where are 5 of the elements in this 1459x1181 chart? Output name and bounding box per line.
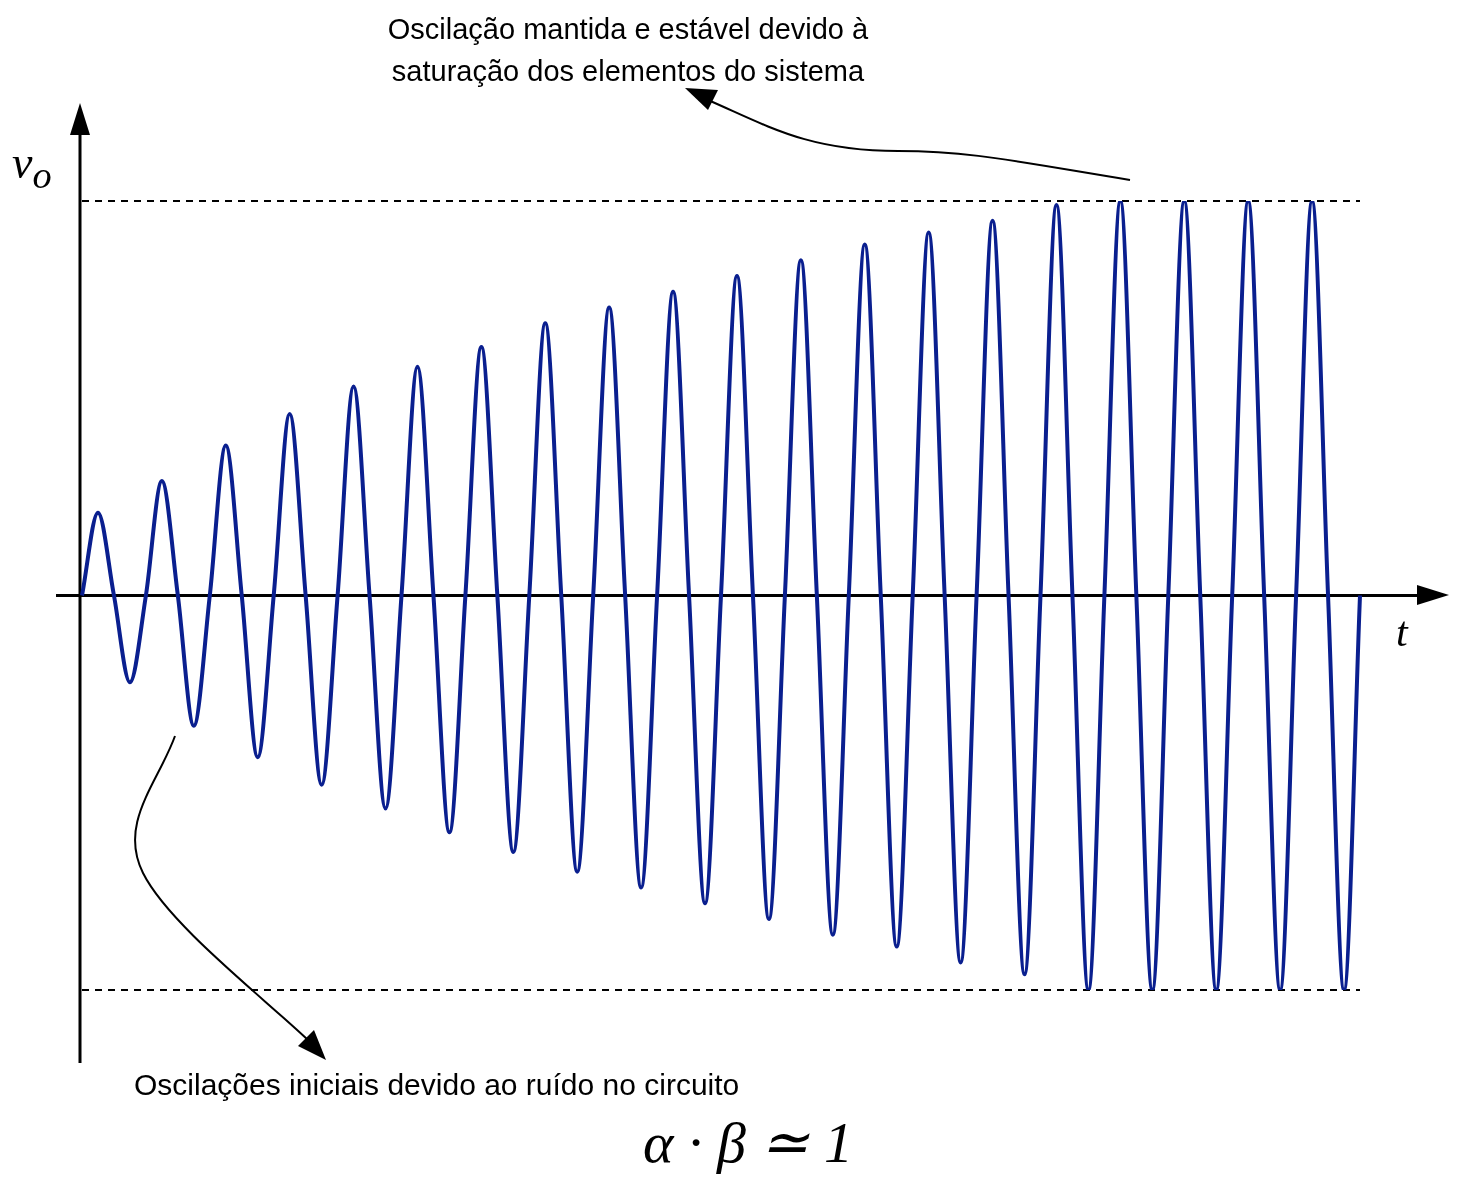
text: Oscilações iniciais devido ao ruído no circuito — [134, 1068, 740, 1102]
text: Oscilação mantida e estável devido à saturação dos elementos do sistema — [386, 12, 870, 89]
text: α · β ≃ 1 — [642, 1109, 854, 1176]
y-axis-title: v$_{o}$ — [12, 136, 52, 198]
x-axis-title: t — [1396, 608, 1408, 656]
